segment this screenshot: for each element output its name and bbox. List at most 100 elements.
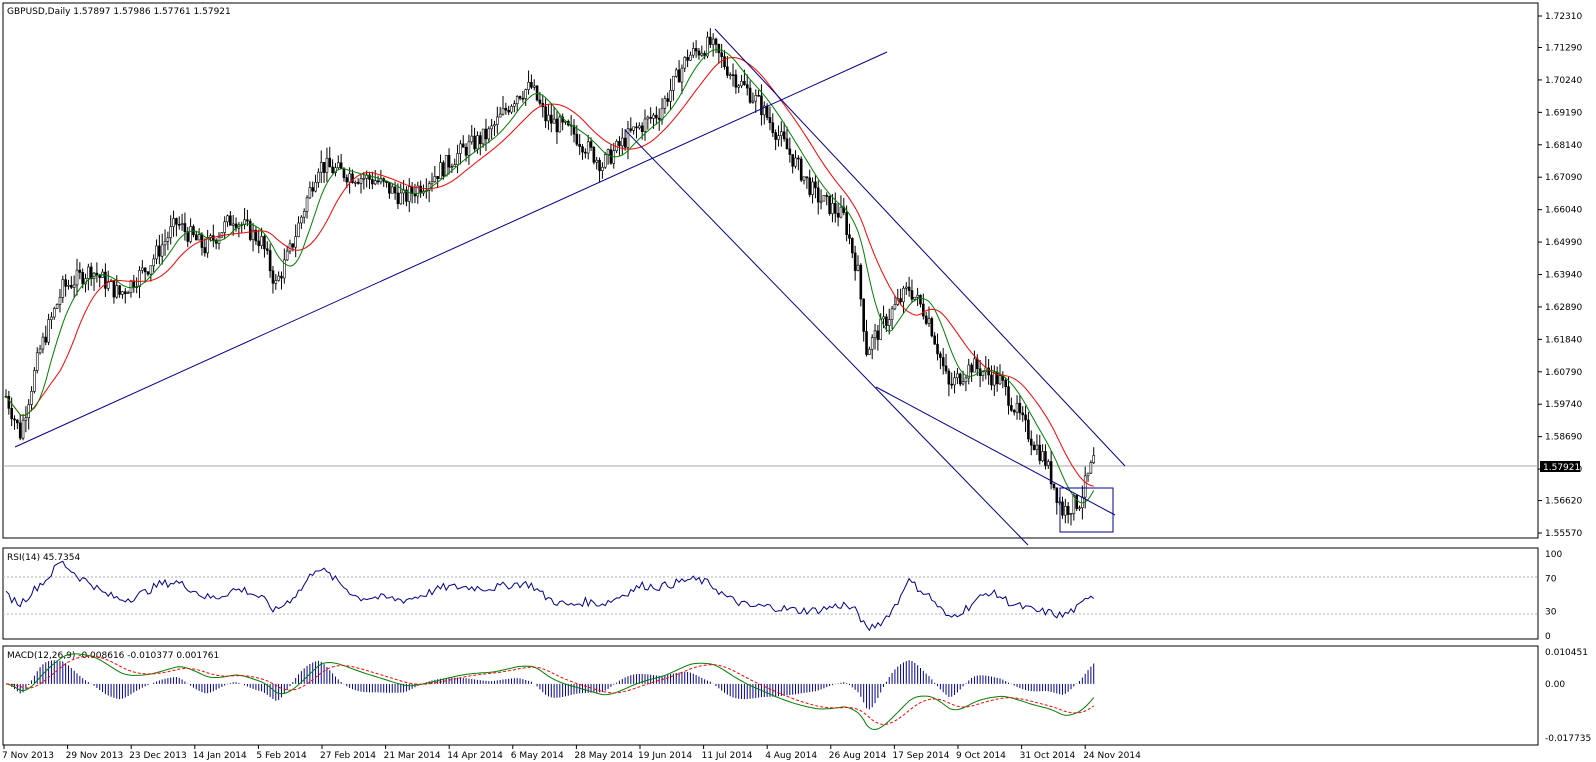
date-tick-label: 14 Apr 2014 bbox=[447, 751, 503, 761]
candle-body bbox=[104, 271, 107, 289]
candle-body bbox=[601, 166, 604, 171]
candle-body bbox=[961, 381, 965, 385]
candle-body bbox=[655, 114, 658, 119]
price-tick-label: 1.58690 bbox=[1545, 433, 1582, 443]
candle-body bbox=[944, 365, 948, 372]
price-tick-label: 1.60790 bbox=[1545, 368, 1582, 378]
candle-body bbox=[251, 229, 255, 240]
candle-body bbox=[1024, 414, 1027, 421]
candle-body bbox=[643, 118, 647, 132]
candle-body bbox=[1004, 380, 1007, 388]
candle-body bbox=[973, 358, 976, 373]
candle-body bbox=[902, 287, 905, 303]
candle-body bbox=[780, 131, 783, 136]
candle-body bbox=[186, 231, 190, 242]
candle-body bbox=[388, 182, 391, 194]
candle-body bbox=[473, 135, 476, 150]
candle-body bbox=[70, 284, 73, 288]
price-tick-label: 1.63940 bbox=[1545, 271, 1582, 281]
candle-body bbox=[487, 128, 491, 140]
candle-body bbox=[768, 117, 772, 123]
candle-body bbox=[527, 81, 530, 90]
candle-body bbox=[635, 126, 638, 129]
candle-body bbox=[910, 290, 914, 300]
candle-body bbox=[277, 275, 280, 281]
candle-body bbox=[1041, 451, 1044, 461]
price-tick-label: 1.70240 bbox=[1545, 76, 1582, 86]
current-price-badge: 1.57921 bbox=[1540, 461, 1580, 473]
price-tick-label: 1.64990 bbox=[1545, 238, 1582, 248]
candle-body bbox=[532, 85, 536, 88]
candle-body bbox=[334, 167, 337, 174]
candle-body bbox=[822, 195, 826, 202]
candle-body bbox=[586, 141, 590, 154]
price-tick-label: 1.68140 bbox=[1545, 141, 1582, 151]
candle-body bbox=[481, 128, 485, 145]
candle-body bbox=[802, 176, 806, 181]
candle-body bbox=[194, 234, 198, 241]
candle-body bbox=[711, 38, 715, 45]
fast-moving-average-line bbox=[5, 49, 1095, 504]
candle-body bbox=[680, 67, 684, 83]
candle-body bbox=[24, 417, 28, 421]
date-tick-label: 6 May 2014 bbox=[511, 751, 564, 761]
candle-body bbox=[461, 143, 465, 148]
candle-body bbox=[544, 106, 547, 122]
candle-body bbox=[98, 275, 102, 278]
candle-body bbox=[890, 308, 894, 320]
candle-body bbox=[1027, 419, 1030, 440]
candle-body bbox=[555, 118, 559, 133]
current-price-badge-bg bbox=[1540, 461, 1580, 472]
candle-body bbox=[734, 74, 738, 88]
candle-body bbox=[478, 135, 482, 145]
candle-body bbox=[930, 318, 934, 337]
candle-body bbox=[691, 48, 695, 56]
candle-body bbox=[484, 128, 488, 140]
candle-body bbox=[180, 223, 184, 225]
candle-body bbox=[271, 270, 275, 284]
candle-body bbox=[856, 264, 860, 271]
candle-body bbox=[967, 364, 971, 379]
macd-main-line bbox=[5, 653, 1095, 731]
date-tick-label: 29 Nov 2013 bbox=[66, 751, 124, 761]
candle-body bbox=[581, 146, 584, 153]
candle-body bbox=[121, 291, 124, 295]
candle-body bbox=[777, 135, 780, 140]
candle-body bbox=[450, 166, 454, 168]
macd-y-axis: 0.010451 0.00 -0.017735 bbox=[1545, 648, 1591, 744]
candle-body bbox=[899, 298, 902, 303]
candle-body bbox=[1038, 444, 1042, 461]
candle-body bbox=[683, 56, 687, 69]
candle-body bbox=[7, 396, 11, 409]
candle-body bbox=[595, 159, 599, 163]
candle-body bbox=[799, 158, 803, 181]
candle-body bbox=[987, 367, 990, 376]
candle-body bbox=[646, 116, 650, 120]
candle-body bbox=[1046, 461, 1050, 466]
candle-body bbox=[359, 178, 363, 184]
candle-body bbox=[657, 117, 661, 120]
candle-body bbox=[990, 374, 993, 386]
candle-body bbox=[189, 226, 192, 242]
candle-body bbox=[1015, 402, 1019, 413]
candle-body bbox=[163, 240, 167, 246]
rsi-tick-label: 0 bbox=[1545, 632, 1551, 642]
candle-body bbox=[939, 353, 942, 358]
candle-body bbox=[552, 118, 556, 124]
candle-body bbox=[410, 186, 414, 194]
candle-body bbox=[285, 250, 289, 261]
candle-body bbox=[21, 419, 25, 439]
trendline-wedge-lower bbox=[875, 386, 1116, 516]
candle-body bbox=[672, 75, 675, 91]
candle-body bbox=[882, 316, 885, 320]
candle-body bbox=[589, 141, 593, 148]
rsi-tick-label: 30 bbox=[1545, 607, 1557, 617]
candle-body bbox=[72, 284, 76, 288]
candle-body bbox=[666, 98, 670, 102]
candle-body bbox=[47, 319, 50, 343]
candle-body bbox=[760, 95, 763, 116]
candle-body bbox=[916, 294, 919, 298]
price-tick-label: 1.69190 bbox=[1545, 108, 1582, 118]
candle-body bbox=[30, 391, 33, 405]
candle-body bbox=[697, 50, 701, 56]
